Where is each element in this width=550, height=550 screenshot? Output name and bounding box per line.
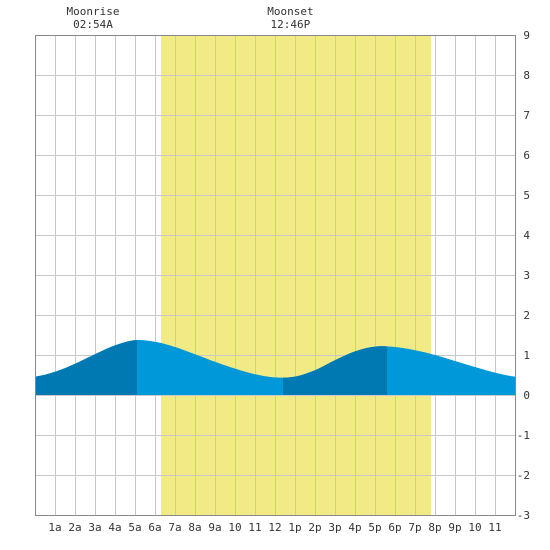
moonrise-time: 02:54A (73, 18, 113, 31)
x-tick-label: 8p (428, 521, 441, 534)
y-tick-label: 8 (523, 69, 530, 82)
x-tick-label: 10 (228, 521, 241, 534)
tide-area-group (35, 340, 515, 395)
x-tick-label: 4p (348, 521, 361, 534)
x-tick-label: 11 (248, 521, 261, 534)
tide-area (35, 340, 515, 395)
x-axis-ticks: 1a 2a 3a 4a 5a 6a 7a 8a 9a 10 11 12 1p 2p 3p 4p 5p 6p 7p 8p… (48, 521, 501, 534)
y-tick-label: -3 (517, 509, 530, 522)
moonset-annotation: Moonset 12:46P (267, 5, 313, 31)
moonset-label: Moonset (267, 5, 313, 18)
tide-area-shade-1 (35, 340, 137, 395)
x-tick-label: 9p (448, 521, 461, 534)
moonrise-annotation: Moonrise 02:54A (67, 5, 120, 31)
y-tick-label: -2 (517, 469, 530, 482)
x-tick-label: 4a (108, 521, 121, 534)
x-tick-label: 6a (148, 521, 161, 534)
y-tick-label: 7 (523, 109, 530, 122)
x-tick-label: 1a (48, 521, 61, 534)
x-tick-label: 2a (68, 521, 81, 534)
x-tick-label: 3a (88, 521, 101, 534)
x-tick-label: 3p (328, 521, 341, 534)
moonset-time: 12:46P (271, 18, 311, 31)
x-tick-label: 7p (408, 521, 421, 534)
x-tick-label: 2p (308, 521, 321, 534)
x-tick-label: 12 (268, 521, 281, 534)
plot-frame (35, 35, 516, 516)
x-tick-label: 6p (388, 521, 401, 534)
x-tick-label: 10 (468, 521, 481, 534)
tide-area-shade-2 (283, 346, 387, 395)
y-tick-label: 4 (523, 229, 530, 242)
moonrise-label: Moonrise (67, 5, 120, 18)
x-tick-label: 5a (128, 521, 141, 534)
y-tick-label: -1 (517, 429, 530, 442)
y-tick-label: 1 (523, 349, 530, 362)
x-tick-label: 9a (208, 521, 221, 534)
grid-lines (35, 35, 515, 515)
y-axis-ticks: 9 8 7 6 5 4 3 2 1 0 -1 -2 -3 (517, 29, 531, 522)
y-tick-label: 5 (523, 189, 530, 202)
y-tick-label: 0 (523, 389, 530, 402)
x-tick-label: 7a (168, 521, 181, 534)
x-tick-label: 8a (188, 521, 201, 534)
x-tick-label: 11 (488, 521, 501, 534)
x-tick-label: 5p (368, 521, 381, 534)
y-tick-label: 9 (523, 29, 530, 42)
y-tick-label: 3 (523, 269, 530, 282)
y-tick-label: 6 (523, 149, 530, 162)
y-tick-label: 2 (523, 309, 530, 322)
x-tick-label: 1p (288, 521, 301, 534)
